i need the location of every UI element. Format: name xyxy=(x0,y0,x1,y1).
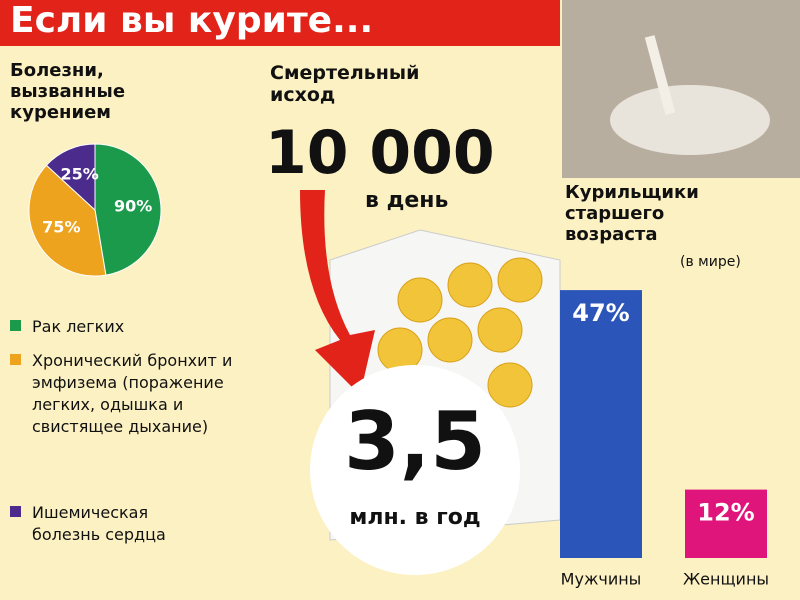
legend-label: Ишемическая болезнь сердца xyxy=(32,503,166,544)
bar-title: Курильщики старшего возраста xyxy=(565,182,699,245)
pie-label: 75% xyxy=(42,218,80,237)
title: Если вы курите... xyxy=(10,0,374,41)
legend-swatch xyxy=(10,354,21,365)
bar xyxy=(685,489,767,558)
pie-label: 90% xyxy=(114,196,152,215)
deaths-yearly-unit: млн. в год xyxy=(349,505,481,530)
cigarette xyxy=(644,35,676,115)
pie-label: 25% xyxy=(60,164,98,183)
arrow xyxy=(300,190,375,395)
deaths-daily: 10 000 xyxy=(265,118,495,188)
deaths-daily-unit: в день xyxy=(365,188,449,213)
legend-label: Хронический бронхит и эмфизема (поражени… xyxy=(32,351,233,436)
highlight-circle xyxy=(310,365,520,575)
pie-slice xyxy=(45,143,96,212)
pie-title: Болезни, вызванные курением xyxy=(10,60,126,123)
legend-swatch xyxy=(10,506,21,517)
bar-subtitle: (в мире) xyxy=(680,254,741,270)
ashtray xyxy=(610,85,770,155)
deaths-yearly: 3,5 xyxy=(344,395,486,488)
x-tick-label: Мужчины xyxy=(561,570,642,589)
title-bar xyxy=(0,0,560,46)
x-tick-label: Женщины xyxy=(683,570,769,589)
legend-swatch xyxy=(10,320,21,331)
deaths-label: Смертельный исход xyxy=(270,62,420,106)
pie-slice xyxy=(28,164,107,277)
bar-value-label: 12% xyxy=(697,499,754,527)
pie-slice xyxy=(94,143,162,276)
bar xyxy=(560,290,642,558)
legend-label: Рак легких xyxy=(32,317,125,336)
bar-value-label: 47% xyxy=(572,299,629,327)
